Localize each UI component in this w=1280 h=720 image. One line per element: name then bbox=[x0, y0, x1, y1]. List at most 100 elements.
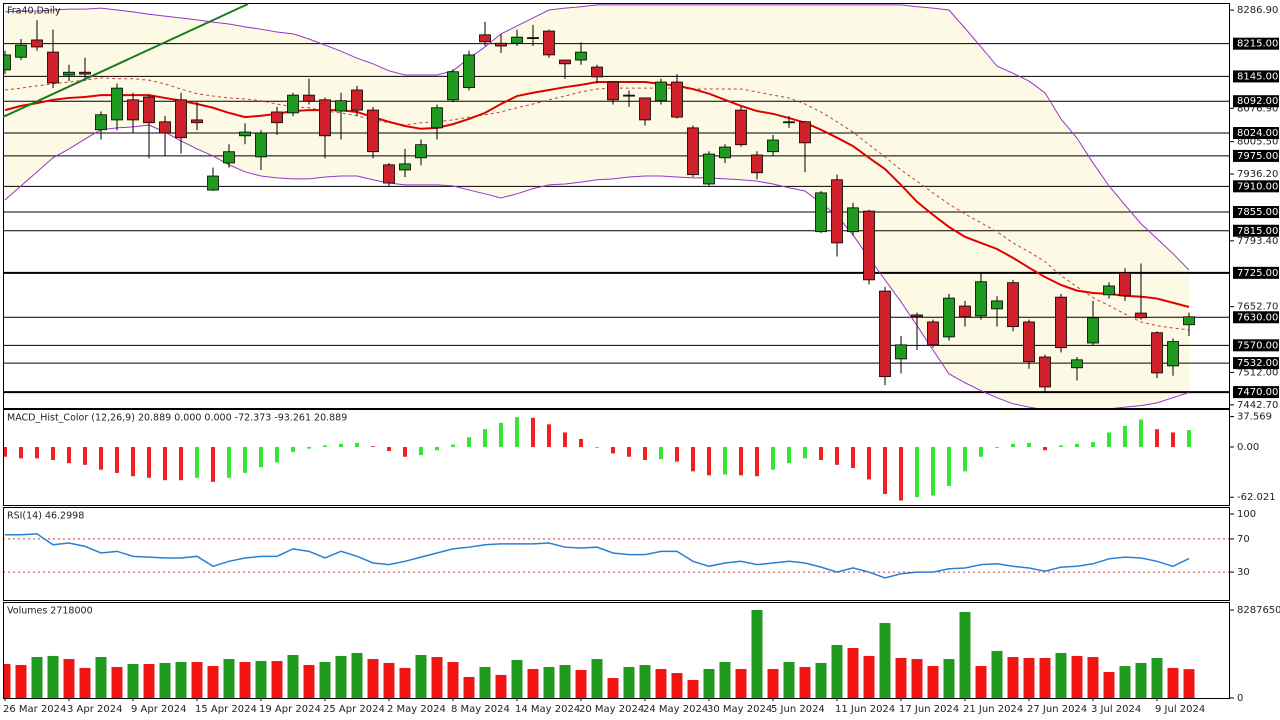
level-label: 7630.00 bbox=[1237, 312, 1278, 323]
candle-body bbox=[31, 39, 43, 48]
bar bbox=[255, 661, 267, 698]
candle-body bbox=[799, 121, 811, 144]
bar bbox=[79, 667, 91, 698]
bar bbox=[723, 447, 727, 475]
bar bbox=[447, 662, 459, 698]
trendline bbox=[3, 3, 249, 118]
bar bbox=[867, 447, 871, 480]
bar bbox=[1151, 657, 1163, 698]
candle-body bbox=[943, 297, 955, 338]
macd-frame bbox=[3, 409, 1230, 506]
candle-body bbox=[335, 100, 347, 112]
x-tick-label: 26 Mar 2024 bbox=[3, 704, 66, 715]
candle-body bbox=[543, 30, 555, 56]
candle-body bbox=[495, 42, 507, 47]
candle-body bbox=[47, 51, 59, 84]
candle-body bbox=[239, 131, 251, 137]
candle-body bbox=[815, 192, 827, 233]
level-label-bg bbox=[1233, 95, 1279, 108]
candle-body bbox=[143, 96, 155, 124]
indicator-line bbox=[4, 124, 1190, 408]
bar bbox=[435, 447, 439, 451]
candle-body bbox=[95, 114, 107, 131]
bar bbox=[995, 447, 999, 448]
x-tick-label: 25 Apr 2024 bbox=[323, 704, 385, 715]
level-label: 7725.00 bbox=[1237, 268, 1278, 279]
candle-body bbox=[191, 119, 203, 124]
rsi-line bbox=[5, 533, 1190, 579]
bar bbox=[323, 445, 327, 448]
panel-axis: 8286.90 8076.90 8005.50 7936.20 7793.40 7652.… bbox=[7, 5, 1279, 411]
candle-body bbox=[879, 290, 891, 378]
candle-body bbox=[911, 314, 923, 318]
x-tick-label: 9 Apr 2024 bbox=[131, 704, 186, 715]
bar bbox=[963, 447, 967, 472]
bar bbox=[115, 447, 119, 473]
bar bbox=[431, 657, 443, 698]
band-fill bbox=[5, 4, 1189, 408]
candle-body bbox=[1183, 316, 1195, 326]
level-label-bg bbox=[1233, 224, 1279, 237]
level-label-bg bbox=[1233, 180, 1279, 193]
bar bbox=[271, 661, 283, 698]
candle-body bbox=[79, 71, 91, 75]
bar bbox=[707, 447, 711, 476]
candle-body bbox=[303, 94, 315, 102]
y-tick-label: 0.00 bbox=[1237, 442, 1259, 453]
candle-body bbox=[895, 344, 907, 360]
candle-body bbox=[159, 121, 171, 134]
candle-body bbox=[175, 99, 187, 139]
candle-body bbox=[367, 109, 379, 153]
level-label: 8215.00 bbox=[1237, 39, 1278, 50]
bar bbox=[211, 447, 215, 482]
y-tick-label: 7793.40 bbox=[1237, 236, 1278, 247]
candle-body bbox=[639, 97, 651, 121]
bar bbox=[95, 657, 107, 698]
bar bbox=[851, 447, 855, 469]
level-label-bg bbox=[1233, 127, 1279, 140]
x-tick-label: 24 May 2024 bbox=[643, 704, 708, 715]
candle-body bbox=[623, 94, 635, 97]
bar bbox=[579, 438, 583, 448]
bar bbox=[307, 447, 311, 449]
level-label: 7855.00 bbox=[1237, 207, 1278, 218]
bar bbox=[19, 447, 23, 459]
candle-body bbox=[735, 109, 747, 146]
bar bbox=[1119, 666, 1131, 698]
panel-title: MACD_Hist_Color (12,26,9) 20.889 0.000 0… bbox=[7, 413, 347, 424]
bar bbox=[495, 674, 507, 698]
candle-body bbox=[447, 71, 459, 101]
bar bbox=[751, 610, 763, 698]
x-tick-label: 21 Jun 2024 bbox=[963, 704, 1023, 715]
bar bbox=[659, 447, 663, 460]
y-tick-label: 8076.90 bbox=[1237, 103, 1278, 114]
bar bbox=[3, 664, 11, 698]
level-label: 8092.00 bbox=[1237, 96, 1278, 107]
bar bbox=[739, 447, 743, 476]
candle-body bbox=[63, 71, 75, 76]
level-label-bg bbox=[1233, 311, 1279, 324]
bar bbox=[543, 666, 555, 698]
candle-body bbox=[975, 281, 987, 317]
bar bbox=[703, 669, 715, 698]
bar bbox=[3, 447, 7, 457]
bar bbox=[1075, 443, 1079, 448]
candle-body bbox=[527, 37, 539, 40]
bar bbox=[563, 432, 567, 448]
bar bbox=[227, 447, 231, 478]
bar bbox=[671, 673, 683, 698]
bar bbox=[959, 611, 971, 698]
candle-body bbox=[1119, 272, 1131, 297]
candle-body bbox=[831, 179, 843, 244]
indicator-line bbox=[4, 77, 1190, 331]
panel-plot bbox=[3, 533, 1230, 579]
candle-body bbox=[271, 111, 283, 124]
panels: 8286.90 8076.90 8005.50 7936.20 7793.40 7652.… bbox=[3, 4, 1280, 715]
candle-body bbox=[927, 321, 939, 346]
y-tick-label: 30 bbox=[1237, 567, 1250, 578]
bar bbox=[1007, 657, 1019, 698]
x-tick-label: 5 Jun 2024 bbox=[771, 704, 825, 715]
level-label: 7975.00 bbox=[1237, 151, 1278, 162]
